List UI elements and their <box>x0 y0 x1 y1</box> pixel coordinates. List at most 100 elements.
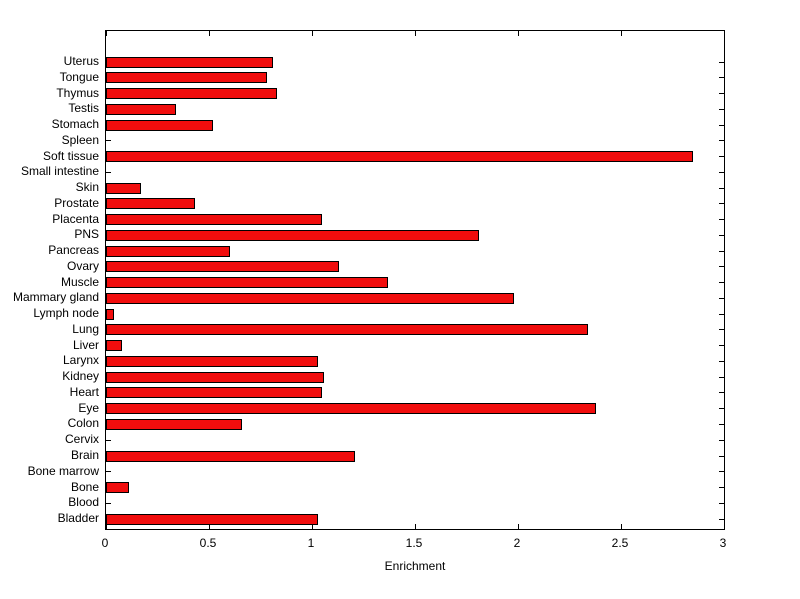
bar <box>106 418 242 430</box>
y-tick-label: Bone marrow <box>27 463 99 478</box>
y-tick-label: Kidney <box>62 369 99 384</box>
y-tick-label: Ovary <box>66 258 99 273</box>
y-tick-label: Placenta <box>52 211 99 226</box>
y-tick-label: Lymph node <box>33 306 99 321</box>
x-tick-mark <box>723 524 725 529</box>
y-tick-mark <box>719 345 724 347</box>
y-tick-mark <box>719 124 724 126</box>
y-tick-mark <box>106 439 111 441</box>
y-tick-label: Skin <box>75 180 99 195</box>
x-tick-mark <box>620 524 622 529</box>
bar <box>106 261 339 273</box>
plot-area <box>105 30 725 530</box>
y-tick-label: Eye <box>78 400 99 415</box>
y-tick-label: Mammary gland <box>12 290 99 305</box>
y-tick-mark <box>106 471 111 473</box>
y-tick-mark <box>719 392 724 394</box>
y-tick-mark <box>719 376 724 378</box>
bar <box>106 229 479 241</box>
bar <box>106 403 597 415</box>
bar <box>106 387 323 399</box>
y-tick-mark <box>719 439 724 441</box>
x-tick-mark <box>105 31 107 36</box>
bar <box>106 324 589 336</box>
x-tick-mark <box>105 524 107 529</box>
y-tick-label: Cervix <box>64 432 99 447</box>
x-tick-label: 1 <box>307 536 315 550</box>
bar <box>106 308 115 320</box>
x-tick-mark <box>208 524 210 529</box>
y-tick-mark <box>719 518 724 520</box>
x-tick-mark <box>311 31 313 36</box>
bar <box>106 119 214 131</box>
x-tick-label: 1.5 <box>405 536 423 550</box>
x-tick-mark <box>517 31 519 36</box>
y-tick-label: Blood <box>68 495 99 510</box>
y-tick-mark <box>719 360 724 362</box>
y-tick-mark <box>719 423 724 425</box>
x-tick-label: 0 <box>101 536 109 550</box>
x-tick-label: 3 <box>719 536 727 550</box>
y-tick-mark <box>106 502 111 504</box>
bar <box>106 482 129 494</box>
bar <box>106 340 123 352</box>
y-tick-label: Small intestine <box>20 164 99 179</box>
bar <box>106 198 195 210</box>
y-tick-label: Muscle <box>60 274 99 289</box>
bar <box>106 277 389 289</box>
y-tick-mark <box>719 455 724 457</box>
y-tick-mark <box>719 313 724 315</box>
y-tick-label: Larynx <box>62 353 99 368</box>
y-tick-label: Pancreas <box>48 243 99 258</box>
x-tick-mark <box>517 524 519 529</box>
bar <box>106 103 177 115</box>
y-tick-label: Bladder <box>57 511 99 526</box>
bar <box>106 214 323 226</box>
y-tick-mark <box>106 171 111 173</box>
y-tick-label: Bone <box>70 479 99 494</box>
y-tick-mark <box>719 171 724 173</box>
y-tick-label: Stomach <box>51 117 99 132</box>
y-tick-mark <box>719 61 724 63</box>
y-tick-label: Liver <box>72 337 99 352</box>
y-tick-label: Brain <box>70 448 99 462</box>
y-tick-mark <box>719 250 724 252</box>
x-tick-mark <box>208 31 210 36</box>
x-tick-label: 2.5 <box>611 536 629 550</box>
y-tick-label: Thymus <box>56 85 99 100</box>
y-tick-mark <box>719 282 724 284</box>
x-tick-mark <box>414 524 416 529</box>
y-tick-label: Spleen <box>61 132 99 147</box>
x-axis-title: Enrichment <box>384 559 446 573</box>
y-tick-mark <box>719 219 724 221</box>
bar <box>106 56 273 68</box>
bar <box>106 245 230 257</box>
y-tick-mark <box>719 93 724 95</box>
y-tick-label: Uterus <box>63 54 99 68</box>
bar <box>106 88 277 100</box>
y-tick-mark <box>719 408 724 410</box>
y-tick-mark <box>719 329 724 331</box>
x-tick-label: 2 <box>513 536 521 550</box>
x-tick-mark <box>311 524 313 529</box>
bar <box>106 72 267 84</box>
x-tick-mark <box>620 31 622 36</box>
y-tick-label: Soft tissue <box>42 148 99 163</box>
y-tick-mark <box>719 502 724 504</box>
y-tick-mark <box>106 140 111 142</box>
bar <box>106 151 694 163</box>
y-tick-label: Colon <box>67 416 99 431</box>
bar <box>106 292 514 304</box>
x-tick-label: 0.5 <box>199 536 217 550</box>
y-tick-mark <box>719 156 724 158</box>
bar <box>106 355 319 367</box>
x-tick-mark <box>723 31 725 36</box>
y-tick-mark <box>719 266 724 268</box>
y-tick-mark <box>719 234 724 236</box>
y-tick-label: Prostate <box>54 195 99 210</box>
y-tick-mark <box>719 487 724 489</box>
y-tick-mark <box>719 297 724 299</box>
bar <box>106 371 325 383</box>
y-tick-label: Lung <box>72 321 99 336</box>
